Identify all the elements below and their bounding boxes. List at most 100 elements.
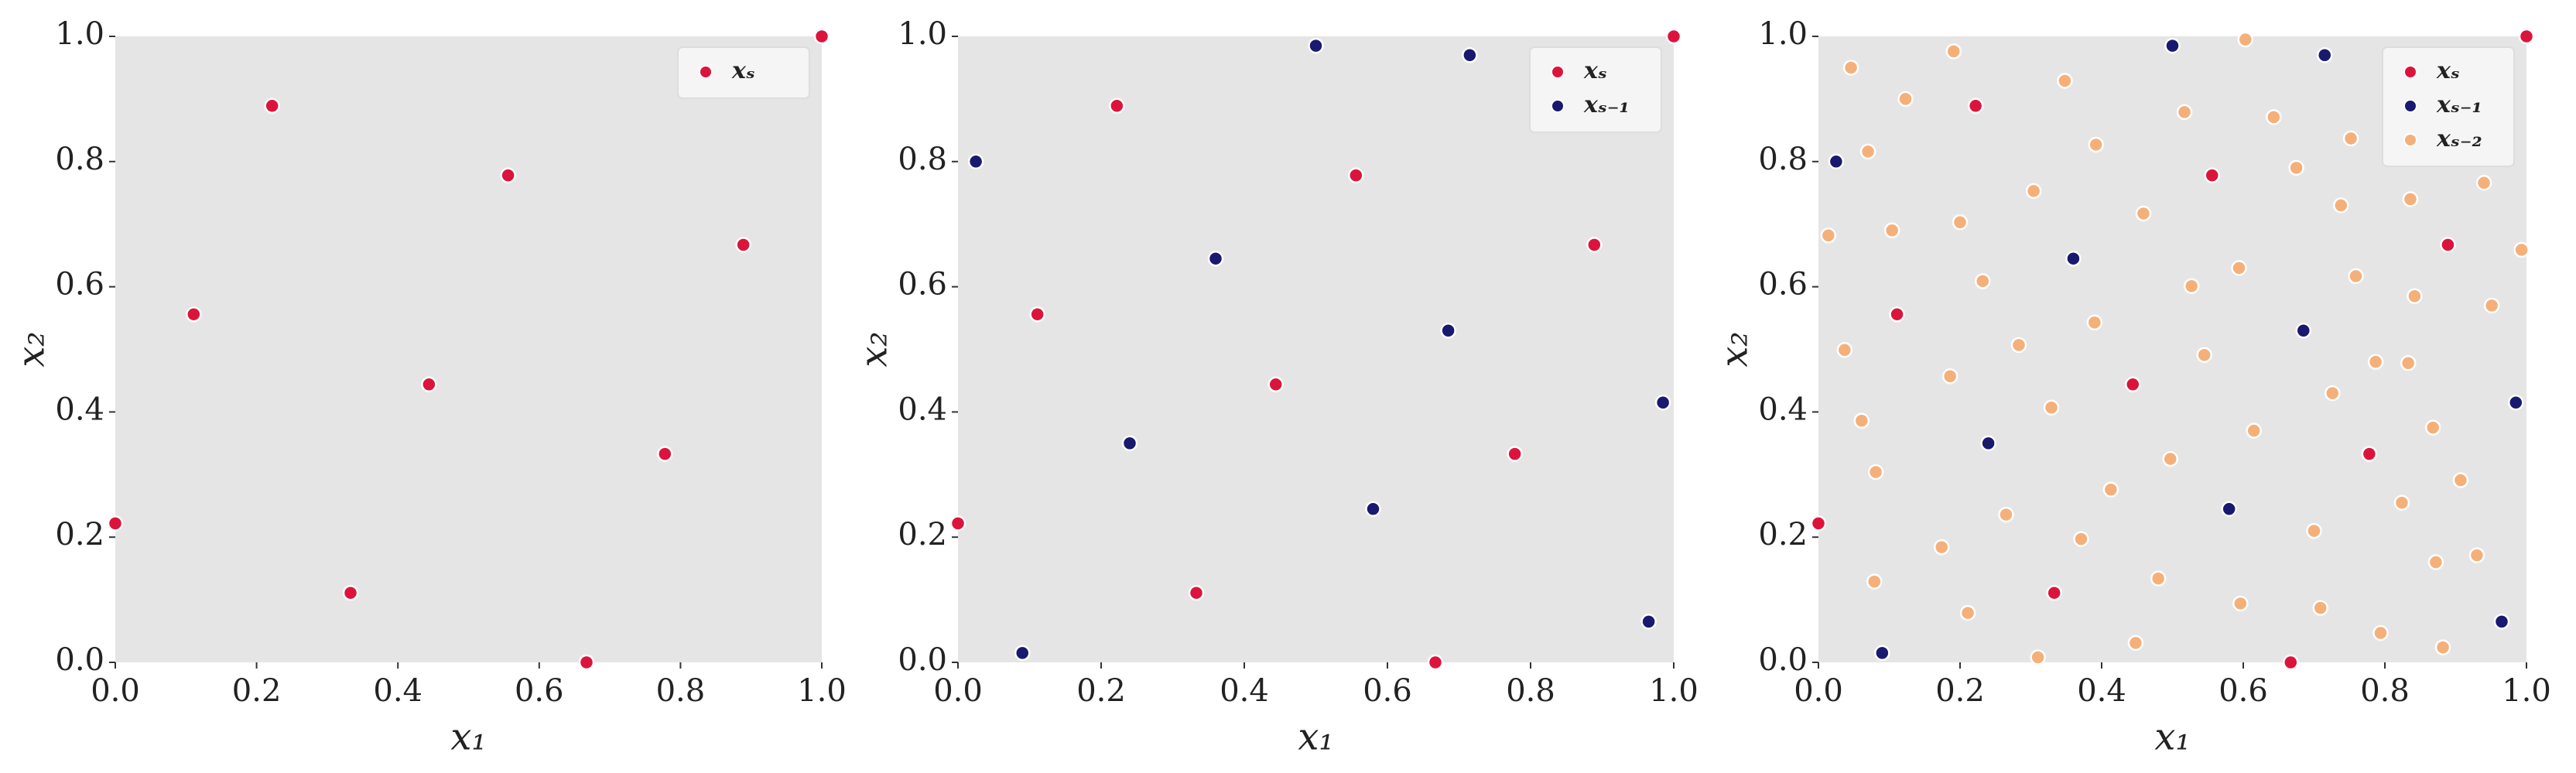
point <box>967 153 984 170</box>
point <box>2493 614 2510 630</box>
point <box>1029 306 1045 323</box>
point <box>2162 450 2179 467</box>
point <box>2283 654 2299 671</box>
point <box>1836 342 1853 358</box>
point <box>1121 435 1138 452</box>
point <box>1427 654 1444 671</box>
y-tick-label: 0.8 <box>1758 142 1808 177</box>
point <box>2452 472 2469 488</box>
y-axis-label: x₂ <box>10 331 53 367</box>
y-tick-label: 0.4 <box>898 392 947 427</box>
y-tick-label: 0.6 <box>1758 267 1808 303</box>
point <box>2196 347 2212 364</box>
point <box>2518 28 2535 45</box>
y-tick-label: 0.6 <box>898 267 947 303</box>
legend-box <box>677 46 810 99</box>
point <box>1348 167 1364 183</box>
point <box>1586 237 1603 253</box>
point <box>1883 222 1900 239</box>
point <box>1654 395 1671 411</box>
point <box>2483 297 2500 314</box>
point <box>2342 130 2359 147</box>
point <box>2057 73 2073 89</box>
legend-marker <box>2403 65 2417 79</box>
point <box>2088 136 2104 153</box>
point <box>2046 584 2062 601</box>
legend-marker <box>2403 99 2417 113</box>
point <box>735 237 751 253</box>
y-tick-label: 0.0 <box>1758 642 1808 678</box>
point <box>2513 241 2530 258</box>
point <box>2407 288 2423 304</box>
point <box>421 376 437 393</box>
legend-label: xₛ₋₂ <box>2436 125 2482 152</box>
point <box>2424 419 2441 436</box>
point <box>2246 422 2262 439</box>
point <box>2440 237 2456 253</box>
x-axis-label: x₁ <box>1298 716 1333 759</box>
x-tick-label: 0.2 <box>1935 673 1985 709</box>
point <box>2135 205 2152 222</box>
point <box>2127 634 2144 652</box>
point <box>2306 522 2322 539</box>
point <box>2232 595 2249 612</box>
x-tick-label: 0.6 <box>2219 673 2268 709</box>
y-tick-label: 1.0 <box>1758 16 1808 52</box>
point <box>2434 639 2451 655</box>
point <box>2325 385 2341 402</box>
point <box>2086 314 2103 330</box>
x-tick-label: 1.0 <box>797 673 847 709</box>
point <box>1941 368 1959 385</box>
subplot: 0.0 0.2 0.4 0.6 0.8 1.0 0.0 0.2 0.4 0.6 0.8 1.0 x₁ x₂… <box>1713 16 2551 759</box>
point <box>2312 600 2328 616</box>
point <box>1640 614 1657 630</box>
point <box>2102 481 2119 498</box>
x-axis-label: x₁ <box>2154 716 2190 759</box>
x-tick-label: 0.6 <box>1363 673 1412 709</box>
x-tick-label: 1.0 <box>1649 673 1699 709</box>
point <box>1959 604 1976 621</box>
y-tick-label: 1.0 <box>898 16 947 52</box>
point <box>2508 395 2524 411</box>
point <box>1859 143 1876 160</box>
point <box>2073 531 2089 547</box>
point <box>578 654 595 671</box>
y-tick-label: 0.0 <box>898 642 947 678</box>
plot-area <box>115 36 822 662</box>
x-tick-label: 0.2 <box>1076 673 1126 709</box>
y-tick-label: 0.8 <box>898 142 947 177</box>
legend-label: xₛ₋₁ <box>2436 91 2482 118</box>
point <box>2237 31 2253 48</box>
y-tick-label: 0.4 <box>55 392 104 427</box>
point <box>2043 399 2060 416</box>
point <box>2468 547 2485 563</box>
point <box>2316 47 2333 63</box>
point <box>2183 278 2200 295</box>
point <box>1967 97 1984 115</box>
point <box>1866 573 1883 590</box>
point <box>1014 645 1031 662</box>
x-axis-label: x₁ <box>450 716 486 759</box>
legend-label: xₛ <box>2436 57 2460 84</box>
point <box>1365 501 1381 518</box>
point <box>2010 337 2027 354</box>
legend-label: xₛ <box>731 57 755 84</box>
point <box>1665 28 1682 45</box>
point <box>1975 273 1991 289</box>
point <box>1933 539 1950 556</box>
x-tick-label: 0.0 <box>1794 673 1843 709</box>
point <box>1810 515 1827 532</box>
point <box>2065 250 2082 267</box>
point <box>1308 37 1324 54</box>
legend-marker <box>1551 65 1565 79</box>
legend-marker <box>2403 133 2417 147</box>
point <box>2025 183 2042 200</box>
point <box>2221 501 2237 518</box>
point <box>2176 104 2193 121</box>
point <box>2204 167 2220 183</box>
point <box>2164 37 2181 54</box>
point <box>1952 214 1969 231</box>
x-tick-label: 0.4 <box>1220 673 1269 709</box>
point <box>2372 624 2389 641</box>
point <box>186 306 202 323</box>
